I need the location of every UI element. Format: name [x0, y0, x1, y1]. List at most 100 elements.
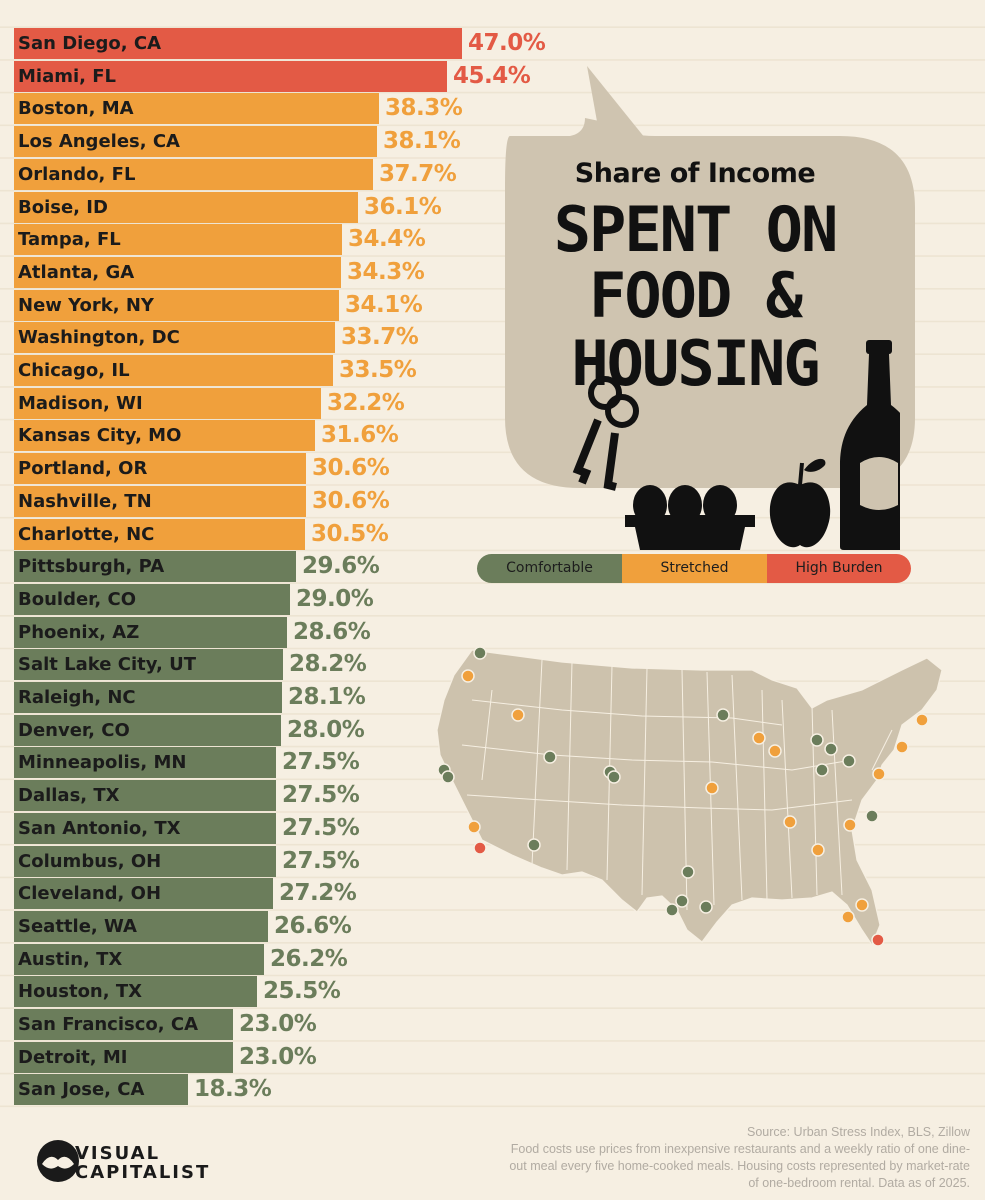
apple-icon — [769, 458, 831, 548]
map-marker — [675, 894, 689, 908]
bar-row: Seattle, WA 26.6% — [0, 910, 985, 942]
bar — [14, 845, 276, 877]
bar — [14, 158, 373, 190]
category-label: Detroit, MI — [18, 1046, 128, 1068]
bar — [14, 322, 335, 354]
bar — [14, 878, 273, 910]
map-marker — [473, 646, 487, 660]
bar — [14, 1041, 233, 1073]
food-housing-icons — [572, 340, 900, 550]
map-marker — [855, 898, 869, 912]
bar-row: Raleigh, NC 28.1% — [0, 682, 985, 713]
map-marker — [441, 770, 455, 784]
visual-capitalist-logo-icon — [37, 1140, 79, 1182]
legend: Comfortable Stretched High Burden — [477, 554, 911, 583]
value-label: 23.0% — [239, 1011, 317, 1037]
bar — [14, 976, 257, 1008]
bar-row: Dallas, TX 27.5% — [0, 780, 985, 812]
bar-row: Chicago, IL 33.5% — [0, 355, 985, 386]
egg-carton-icon — [625, 485, 755, 550]
map-marker — [843, 818, 857, 832]
bar-row: Phoenix, AZ 28.6% — [0, 616, 985, 648]
map-marker — [681, 865, 695, 879]
map-marker — [768, 744, 782, 758]
value-label: 34.4% — [348, 226, 426, 253]
map-marker — [511, 708, 525, 722]
category-label: Boulder, CO — [18, 588, 137, 610]
bar-row: San Francisco, CA 23.0% — [0, 1009, 985, 1040]
value-label: 32.2% — [327, 389, 405, 416]
category-label: Phoenix, AZ — [18, 621, 140, 643]
category-label: Miami, FL — [18, 65, 117, 87]
bar — [14, 616, 287, 648]
bar — [14, 93, 379, 125]
bar — [14, 420, 315, 452]
category-label: Nashville, TN — [18, 490, 152, 512]
bar — [14, 747, 276, 779]
bar — [14, 224, 342, 256]
value-label: 34.3% — [347, 258, 425, 285]
map-marker — [824, 742, 838, 756]
bar-row: Boston, MA 38.3% — [0, 93, 985, 125]
bar — [14, 910, 268, 942]
bar — [14, 780, 276, 812]
title-top: Share of Income — [574, 158, 816, 189]
bar-row: Boise, ID 36.1% — [0, 191, 985, 223]
bar — [14, 714, 281, 746]
title-line-2: FOOD & — [589, 259, 803, 332]
map-marker — [607, 770, 621, 784]
category-label: New York, NY — [18, 294, 154, 316]
keys-icon — [572, 376, 639, 491]
value-label: 36.1% — [364, 193, 442, 220]
bar-row: San Jose, CA 18.3% — [0, 1074, 985, 1106]
logo-text-line-1: VISUAL — [75, 1143, 161, 1164]
bar-row: Tampa, FL 34.4% — [0, 224, 985, 256]
bar — [14, 485, 306, 517]
value-label: 37.7% — [379, 160, 457, 187]
bar — [14, 28, 462, 59]
value-label: 27.5% — [282, 782, 360, 809]
bottle-icon — [840, 340, 900, 550]
value-label: 27.5% — [282, 749, 360, 776]
category-label: Tampa, FL — [18, 229, 121, 251]
category-label: Madison, WI — [18, 392, 143, 414]
value-label: 34.1% — [345, 291, 423, 318]
bubble-body — [505, 118, 915, 488]
category-label: Boston, MA — [18, 98, 134, 120]
map-marker — [752, 731, 766, 745]
value-label: 28.1% — [288, 684, 366, 710]
value-label: 30.6% — [312, 455, 390, 482]
map-marker — [705, 781, 719, 795]
value-label: 47.0% — [468, 30, 546, 56]
category-label: Salt Lake City, UT — [18, 654, 197, 676]
map-marker — [842, 754, 856, 768]
category-label: Boise, ID — [18, 196, 108, 218]
bar — [14, 453, 306, 485]
bar-row: Pittsburgh, PA 29.6% — [0, 551, 985, 583]
category-label: San Jose, CA — [18, 1079, 145, 1101]
category-label: Denver, CO — [18, 719, 130, 741]
bar-row: Kansas City, MO 31.6% — [0, 420, 985, 452]
map-marker — [783, 815, 797, 829]
category-label: Washington, DC — [18, 327, 180, 349]
map-marker — [473, 841, 487, 855]
us-map — [436, 646, 943, 947]
value-label: 27.5% — [282, 847, 360, 874]
category-label: Charlotte, NC — [18, 523, 155, 545]
bar-row: Cleveland, OH 27.2% — [0, 878, 985, 910]
bar-row: Salt Lake City, UT 28.2% — [0, 649, 985, 681]
value-label: 30.5% — [311, 520, 389, 547]
bar-row: Denver, CO 28.0% — [0, 714, 985, 746]
map-marker — [815, 763, 829, 777]
value-label: 38.3% — [385, 95, 463, 122]
category-label: Portland, OR — [18, 458, 148, 480]
bar — [14, 60, 447, 92]
methodology-note: Food costs use prices from inexpensive r… — [509, 1142, 970, 1190]
bar — [14, 387, 321, 419]
bar-row: Orlando, FL 37.7% — [0, 158, 985, 190]
bar — [14, 551, 296, 583]
bar-row: Madison, WI 32.2% — [0, 387, 985, 419]
value-label: 26.6% — [274, 912, 352, 939]
map-markers — [437, 646, 929, 947]
